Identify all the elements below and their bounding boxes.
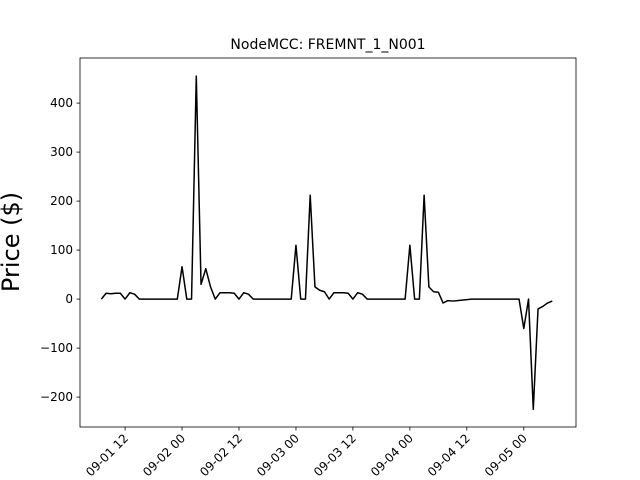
x-tick-label: 09-05 00 — [482, 431, 530, 479]
price-line — [100, 75, 553, 411]
x-tick-label: 09-01 12 — [83, 431, 131, 479]
x-tick-label: 09-02 12 — [197, 431, 245, 479]
plot-frame — [79, 57, 577, 428]
y-axis-label: Price ($) — [0, 192, 25, 292]
y-tick-label: 200 — [50, 194, 73, 208]
x-tick-label: 09-03 00 — [254, 431, 302, 479]
y-tick-label: 0 — [65, 292, 73, 306]
y-tick-label: −100 — [40, 341, 73, 355]
y-tick-label: 100 — [50, 243, 73, 257]
y-tick-label: −200 — [40, 390, 73, 404]
x-tick-label: 09-04 12 — [425, 431, 473, 479]
x-tick-label: 09-02 00 — [140, 431, 188, 479]
y-tick-label: 400 — [50, 96, 73, 110]
chart-title: NodeMCC: FREMNT_1_N001 — [230, 37, 425, 53]
x-tick-label: 09-03 12 — [311, 431, 359, 479]
x-tick-label: 09-04 00 — [368, 431, 416, 479]
y-tick-label: 300 — [50, 145, 73, 159]
